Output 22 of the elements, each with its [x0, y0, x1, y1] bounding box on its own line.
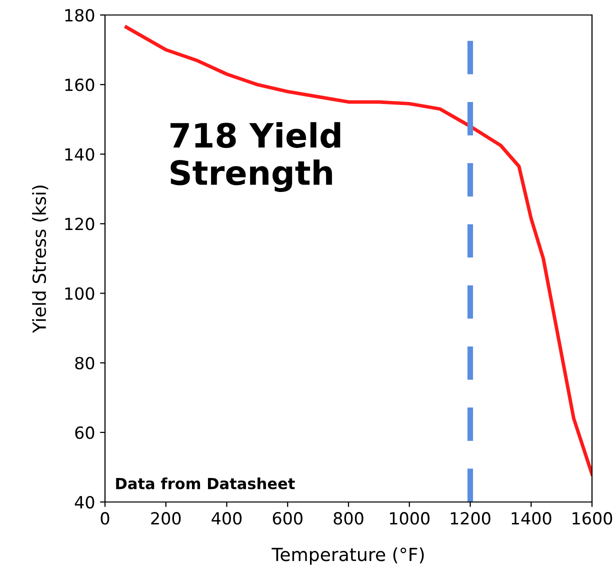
y-tick-label: 60: [75, 426, 94, 439]
y-tick-label: 100: [65, 287, 94, 300]
x-tick-label: 1200: [450, 512, 490, 525]
x-tick-label: 200: [151, 512, 181, 525]
line-series: [124, 25, 592, 476]
y-tick-label: 140: [65, 148, 94, 161]
x-tick-label: 1600: [572, 512, 612, 525]
x-tick-label: 0: [100, 512, 110, 525]
annotation: Data from Datasheet: [116, 477, 295, 490]
x-tick-label: 1400: [512, 512, 552, 525]
y-tick-label: 180: [65, 8, 94, 22]
y-axis-title: Yield Stress (ksi): [32, 186, 48, 333]
x-axis-title: Temperature (°F): [272, 547, 424, 565]
y-tick-label: 120: [65, 218, 94, 230]
x-tick-label: 800: [334, 512, 364, 525]
y-tick-label: 160: [65, 78, 94, 92]
x-tick-label: 400: [212, 512, 242, 525]
x-tick-label: 600: [272, 512, 302, 525]
annotation: 718 Yield Strength: [170, 122, 340, 192]
x-tick-label: 1000: [390, 512, 430, 525]
y-tick-label: 80: [75, 356, 94, 370]
y-tick-label: 40: [74, 496, 94, 509]
